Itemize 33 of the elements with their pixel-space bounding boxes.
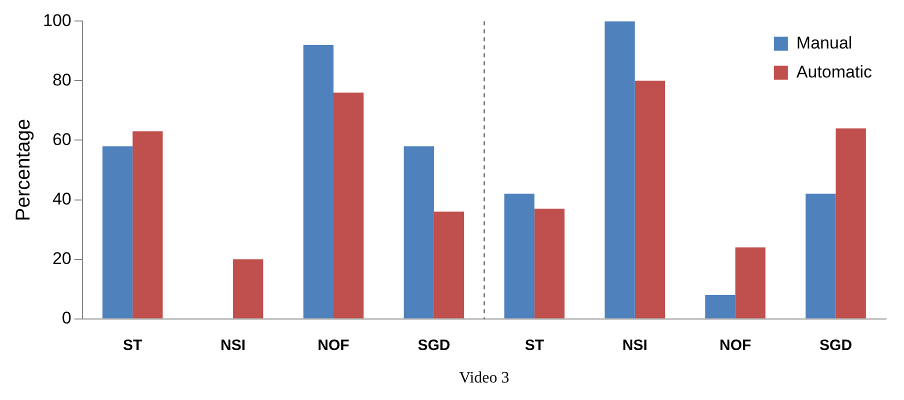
legend-label: Manual: [796, 33, 852, 52]
y-axis-title: Percentage: [12, 118, 35, 222]
x-tick-label: NSI: [622, 336, 648, 354]
x-tick-label: NSI: [220, 336, 246, 354]
x-tick-label: ST: [123, 336, 142, 354]
x-tick-label: NOF: [719, 336, 752, 354]
x-axis-title: Video 3: [459, 370, 510, 387]
y-tick-label: 80: [52, 70, 72, 90]
y-tick-label: 60: [52, 130, 72, 149]
bar: [233, 259, 264, 318]
bar: [705, 294, 736, 318]
x-tick-label: SGD: [820, 336, 852, 354]
x-tick-label: SGD: [418, 336, 450, 354]
y-tick-label: 0: [62, 308, 72, 328]
y-tick-label: 40: [52, 189, 72, 208]
bar: [132, 131, 163, 318]
bar: [404, 146, 434, 318]
bar: [806, 194, 836, 318]
x-tick-label: ST: [524, 336, 544, 354]
bar: [504, 194, 534, 318]
y-tick-label: 100: [42, 10, 72, 30]
y-tick-label: 20: [52, 248, 72, 268]
bar: [534, 208, 565, 318]
bar: [303, 45, 334, 318]
bar: [434, 212, 464, 318]
bar: [604, 21, 635, 318]
legend-label: Automatic: [796, 62, 872, 82]
bar: [634, 80, 665, 318]
bar: [836, 128, 866, 318]
bar: [735, 247, 766, 318]
bar: [102, 146, 133, 318]
x-tick-label: NOF: [318, 336, 350, 354]
bar: [334, 92, 364, 318]
